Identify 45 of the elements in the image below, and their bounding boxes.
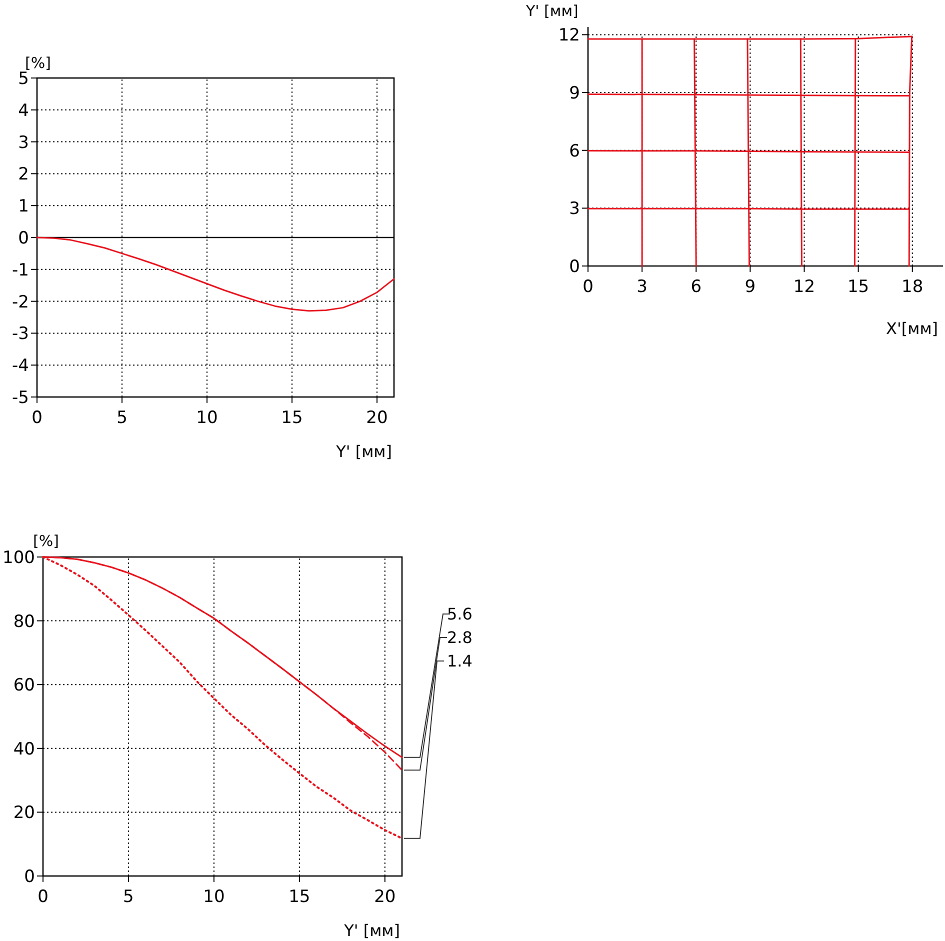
y-tick-label: -4 xyxy=(12,356,29,376)
x-tick-label: 20 xyxy=(374,887,396,907)
x-tick-label: 0 xyxy=(38,887,48,907)
text: 1.4 xyxy=(447,652,472,671)
y-tick-label: 3 xyxy=(18,132,29,153)
y-tick-label: 100 xyxy=(2,548,35,568)
x-tick-label: 18 xyxy=(902,277,924,297)
x-tick-label: 10 xyxy=(203,887,225,907)
y-tick-label: 2 xyxy=(18,164,29,185)
y-tick-label: -3 xyxy=(12,324,29,344)
y-tick-label: 1 xyxy=(18,196,29,217)
text: 2.8 xyxy=(447,628,472,648)
y-tick-label: -2 xyxy=(12,292,29,312)
y-tick-label: 4 xyxy=(18,100,29,121)
y-tick-label: 40 xyxy=(13,739,35,760)
x-tick-label: 10 xyxy=(196,408,218,428)
x-tick-label: 3 xyxy=(636,277,648,297)
y-axis-title: Y' [мм] xyxy=(525,2,578,20)
y-tick-label: 0 xyxy=(569,256,580,277)
y-tick-label: 80 xyxy=(13,612,35,632)
x-tick-label: 0 xyxy=(582,277,594,297)
y-tick-label: -1 xyxy=(12,260,29,280)
x-axis-title: Y' [мм] xyxy=(343,921,400,940)
x-axis-title: X'[мм] xyxy=(886,319,938,338)
x-tick-label: 5 xyxy=(123,887,134,907)
x-tick-label: 20 xyxy=(366,408,388,428)
y-tick-label: 0 xyxy=(18,228,29,248)
x-tick-label: 12 xyxy=(793,277,816,297)
y-tick-label: -5 xyxy=(12,388,29,408)
x-tick-label: 15 xyxy=(281,408,303,428)
y-tick-label: 20 xyxy=(13,803,35,824)
text: 5.6 xyxy=(447,604,472,624)
y-tick-label: 3 xyxy=(569,199,580,220)
x-tick-label: 5 xyxy=(116,408,128,428)
y-tick-label: 9 xyxy=(569,83,580,104)
x-tick-label: 9 xyxy=(744,277,756,297)
y-axis-title: [%] xyxy=(33,532,59,550)
x-tick-label: 15 xyxy=(288,887,310,907)
x-tick-label: 15 xyxy=(847,277,870,297)
y-tick-label: 12 xyxy=(558,26,580,46)
y-tick-label: 6 xyxy=(569,141,580,162)
y-tick-label: 0 xyxy=(24,866,35,887)
x-tick-label: 6 xyxy=(690,277,702,297)
x-axis-title: Y' [мм] xyxy=(335,442,392,461)
y-tick-label: 60 xyxy=(13,676,35,696)
